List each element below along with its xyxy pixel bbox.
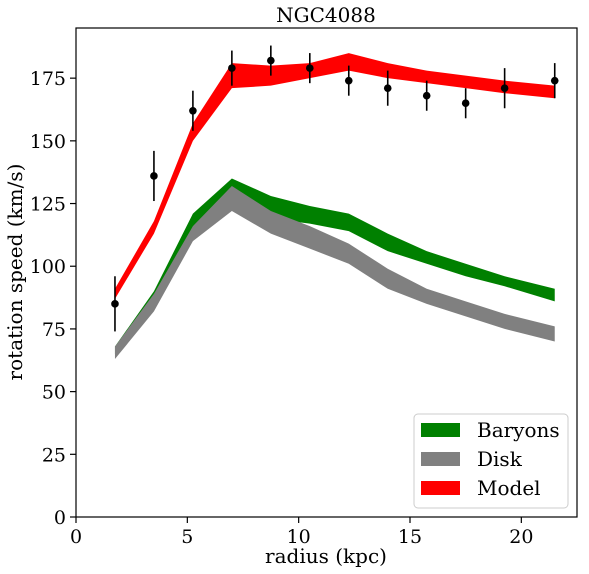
- x-tick-label: 15: [398, 526, 422, 548]
- data-point: [306, 64, 314, 72]
- observations-layer: [111, 45, 559, 332]
- data-point: [228, 64, 236, 72]
- x-tick-label: 0: [70, 526, 82, 548]
- y-axis-label: rotation speed (km/s): [3, 164, 27, 381]
- x-tick-label: 20: [509, 526, 533, 548]
- y-tick-label: 50: [42, 382, 66, 404]
- legend-swatch-model: [421, 481, 460, 495]
- bands-layer: [114, 53, 555, 360]
- legend-label-baryons: Baryons: [477, 418, 560, 442]
- data-point: [383, 84, 392, 92]
- y-tick-label: 175: [30, 68, 66, 90]
- legend-label-disk: Disk: [477, 447, 523, 471]
- x-axis-ticks: 0 5 10 15 20: [70, 517, 533, 548]
- data-point: [550, 76, 559, 85]
- data-point: [267, 56, 275, 65]
- x-tick-label: 5: [181, 526, 193, 548]
- data-point: [344, 76, 353, 85]
- y-tick-label: 0: [54, 507, 66, 529]
- y-tick-label: 25: [42, 444, 66, 466]
- y-axis-ticks: 0 25 50 75 100 125 150 175: [30, 68, 76, 529]
- data-point: [461, 99, 470, 108]
- x-axis-label: radius (kpc): [265, 544, 387, 568]
- y-tick-label: 125: [30, 194, 66, 216]
- y-tick-label: 100: [30, 256, 66, 278]
- legend-swatch-baryons: [421, 423, 460, 437]
- band-baryons: [114, 178, 555, 354]
- data-point: [422, 91, 431, 100]
- data-point: [500, 84, 509, 92]
- y-tick-label: 150: [30, 131, 66, 153]
- data-point: [189, 106, 197, 115]
- legend-swatch-disk: [421, 452, 460, 466]
- legend: Baryons Disk Model: [413, 413, 569, 509]
- data-point: [111, 300, 119, 308]
- chart-title: NGC4088: [276, 3, 376, 27]
- x-tick-label: 10: [287, 526, 311, 548]
- plot-frame: [75, 27, 578, 518]
- legend-label-model: Model: [477, 476, 541, 500]
- data-point: [150, 172, 158, 180]
- y-tick-label: 75: [42, 319, 66, 341]
